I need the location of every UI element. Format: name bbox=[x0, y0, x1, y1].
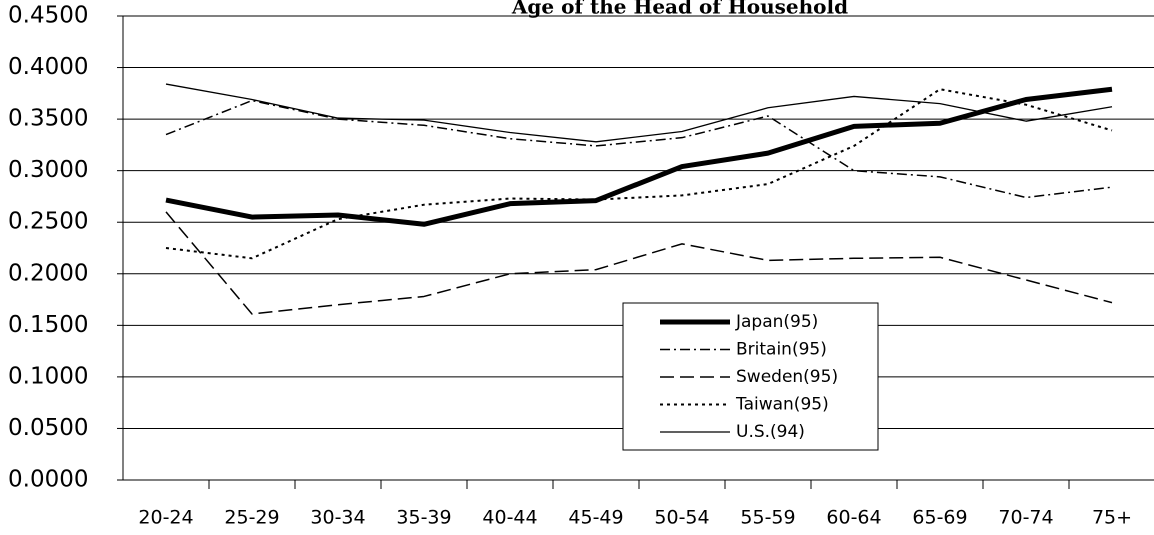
y-tick-label: 0.4000 bbox=[8, 54, 88, 80]
y-tick-label: 0.1500 bbox=[8, 312, 88, 338]
x-tick-label: 30-34 bbox=[310, 507, 365, 529]
y-tick-label: 0.2000 bbox=[8, 260, 88, 286]
x-tick-label: 35-39 bbox=[396, 507, 451, 529]
series-line bbox=[165, 88, 1113, 260]
y-tick-label: 0.3500 bbox=[8, 106, 88, 132]
series-line bbox=[165, 86, 1113, 227]
x-tick-label: 45-49 bbox=[568, 507, 623, 529]
x-tick-label: 75+ bbox=[1092, 507, 1132, 529]
legend-label: Japan(95) bbox=[735, 312, 818, 332]
series-line bbox=[165, 99, 1113, 199]
series-line bbox=[165, 211, 1113, 315]
x-tick-label: 70-74 bbox=[998, 507, 1053, 529]
y-tick-label: 0.4500 bbox=[8, 3, 88, 29]
legend-label: U.S.(94) bbox=[736, 422, 805, 442]
x-tick-label: 40-44 bbox=[482, 507, 537, 529]
x-tick-label: 60-64 bbox=[826, 507, 881, 529]
x-tick-label: 20-24 bbox=[138, 507, 193, 529]
y-tick-label: 0.1000 bbox=[8, 363, 88, 389]
x-tick-label: 25-29 bbox=[224, 507, 279, 529]
y-tick-label: 0.0000 bbox=[8, 467, 88, 493]
series-line bbox=[165, 83, 1113, 143]
legend-label: Sweden(95) bbox=[736, 367, 838, 387]
legend-label: Taiwan(95) bbox=[735, 395, 829, 415]
legend-label: Britain(95) bbox=[736, 340, 827, 360]
y-tick-label: 0.2500 bbox=[8, 209, 88, 235]
x-tick-label: 55-59 bbox=[740, 507, 795, 529]
x-tick-label: 50-54 bbox=[654, 507, 709, 529]
chart-title: Age of the Head of Household bbox=[511, 0, 848, 19]
y-tick-label: 0.3000 bbox=[8, 157, 88, 183]
x-tick-label: 65-69 bbox=[912, 507, 967, 529]
y-tick-label: 0.0500 bbox=[8, 415, 88, 441]
